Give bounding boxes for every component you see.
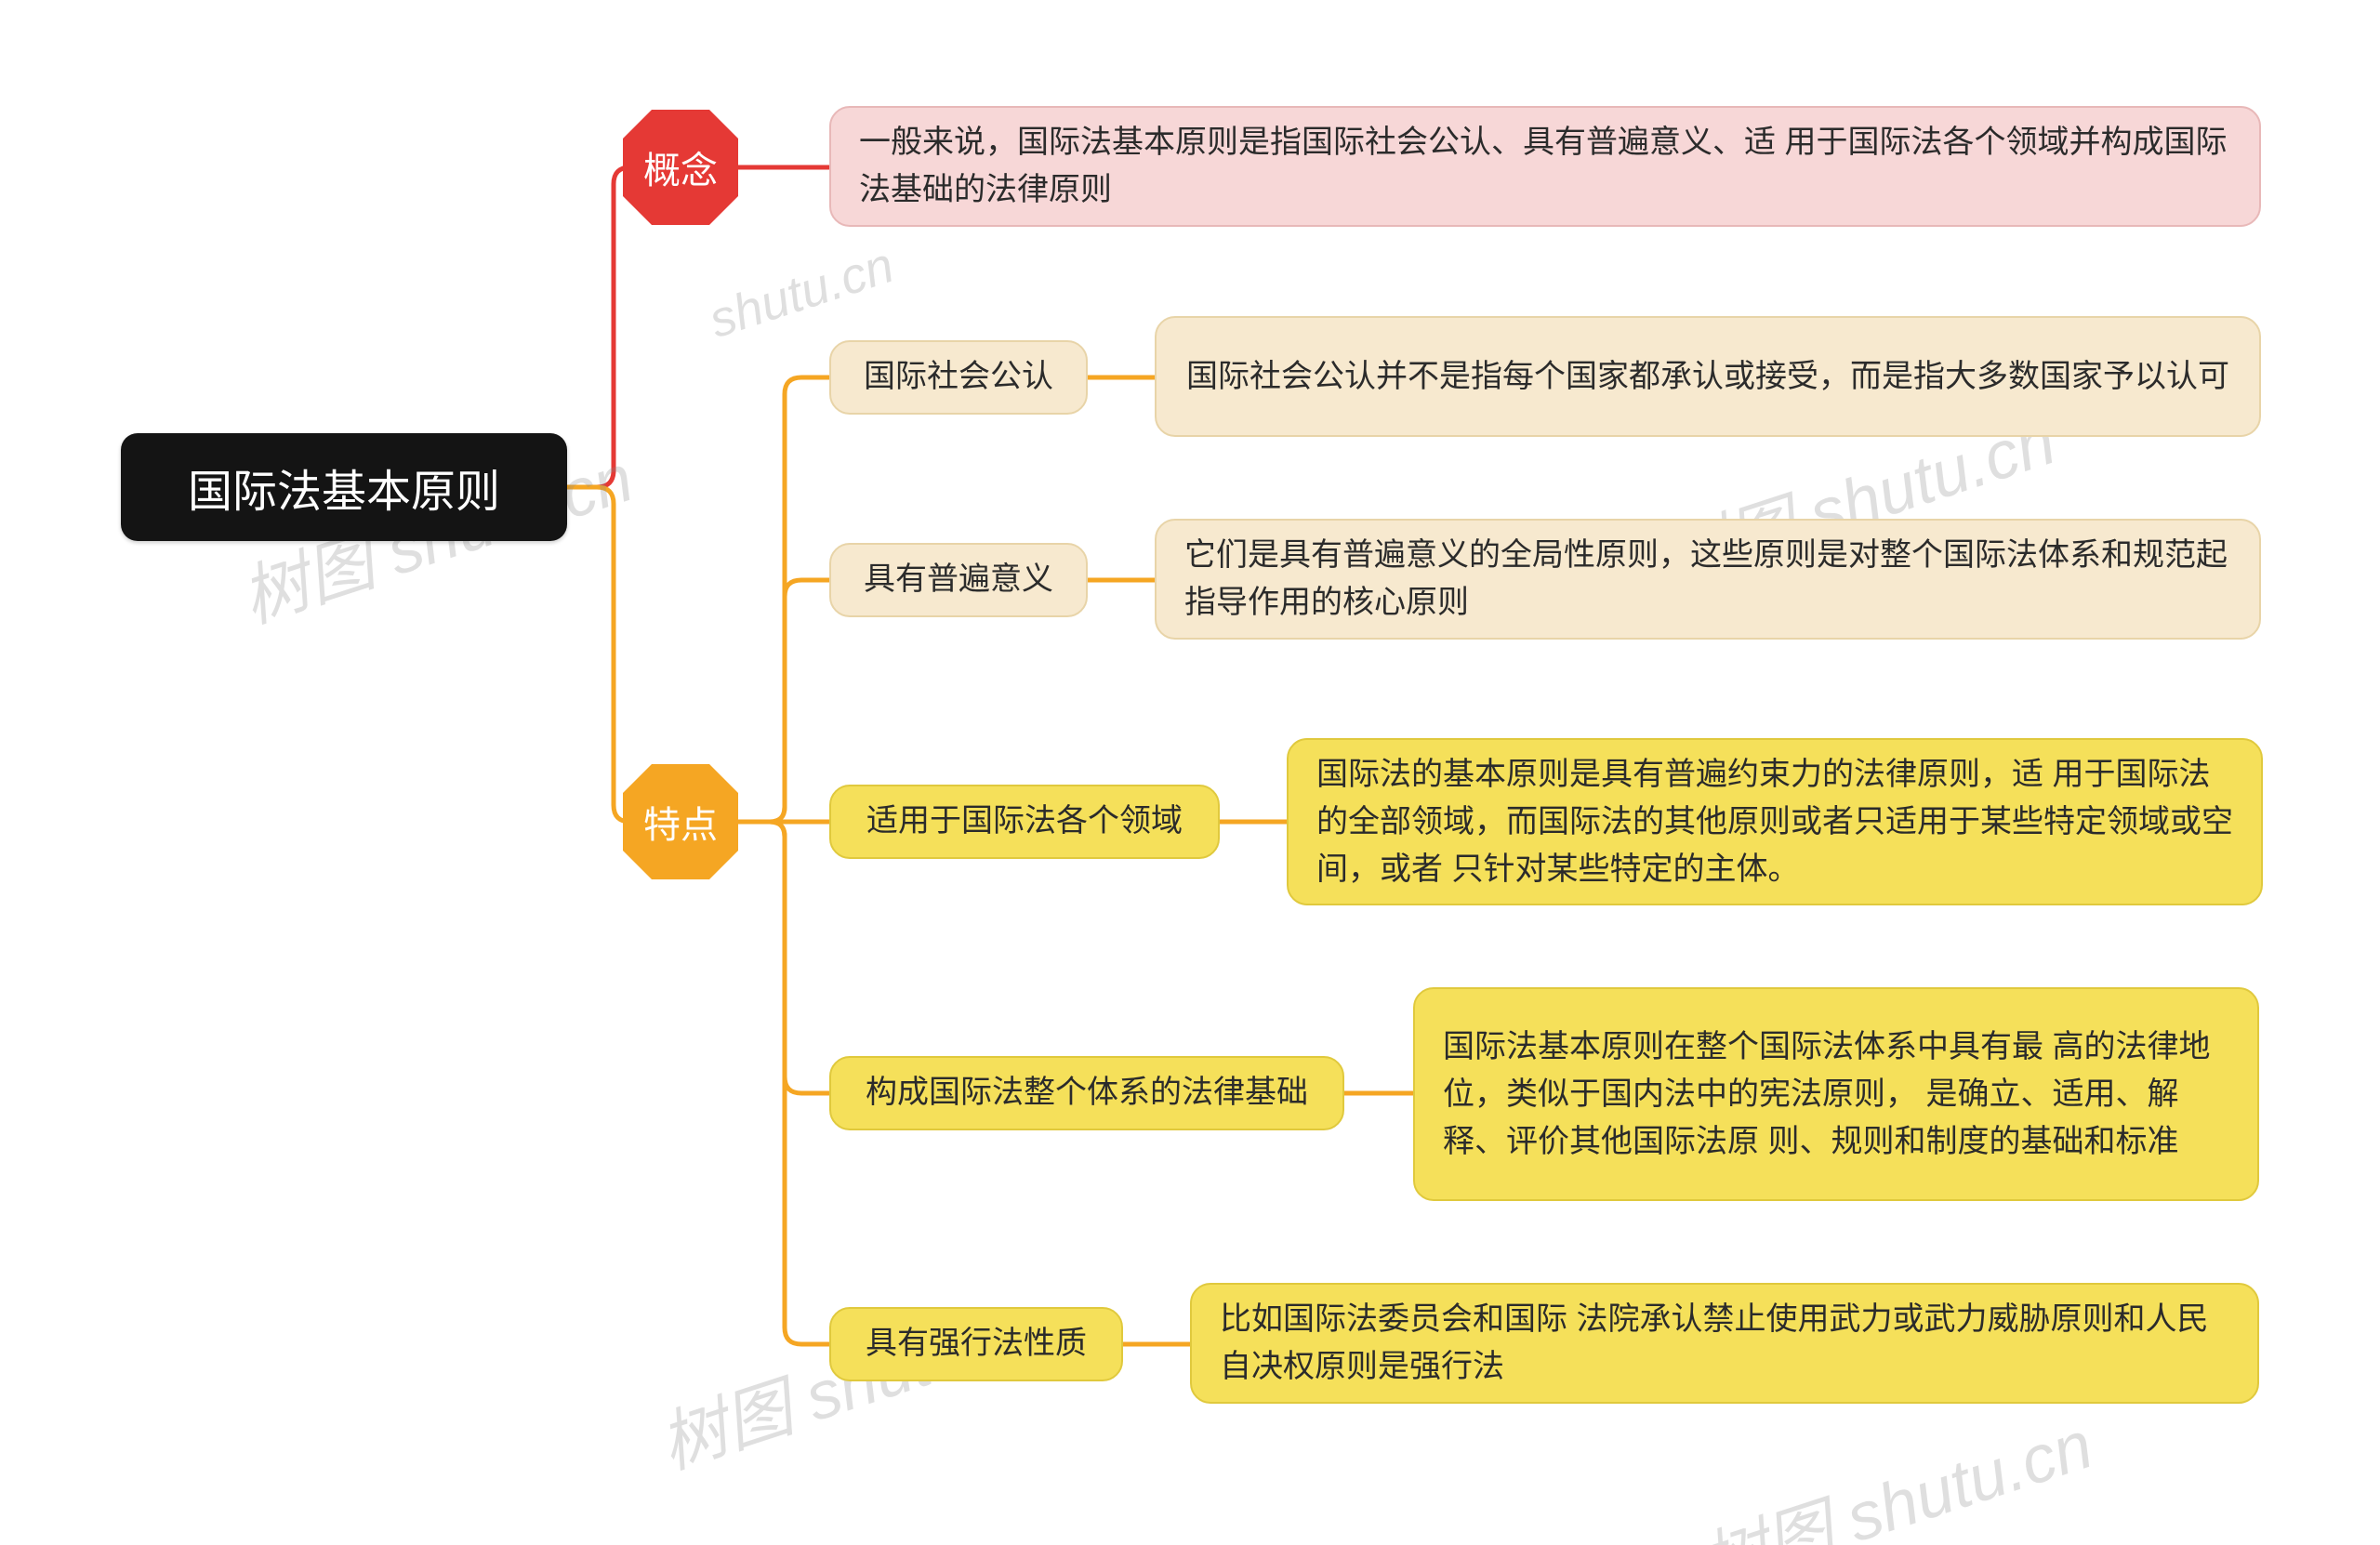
hub-features[interactable]: 特点 — [623, 764, 738, 879]
mid-label: 适用于国际法各个领域 — [866, 799, 1183, 844]
leaf-node-concept[interactable]: 一般来说，国际法基本原则是指国际社会公认、具有普遍意义、适 用于国际法各个领域并… — [829, 106, 2261, 227]
mid-node-4[interactable]: 构成国际法整个体系的法律基础 — [829, 1056, 1344, 1130]
mid-label: 具有强行法性质 — [866, 1322, 1087, 1367]
leaf-label: 它们是具有普遍意义的全局性原则，这些原则是对整个国际法体系和规范起指导作用的核心… — [1184, 532, 2231, 627]
mid-label: 具有普遍意义 — [864, 558, 1053, 602]
hub-concept-label: 概念 — [643, 140, 718, 194]
hub-features-label: 特点 — [643, 795, 718, 849]
edge-features-m4 — [738, 822, 829, 1093]
edge-features-m5 — [738, 822, 829, 1344]
leaf-label: 比如国际法委员会和国际 法院承认禁止使用武力或武力威胁原则和人民自决权原则是强行… — [1220, 1296, 2229, 1391]
root-node[interactable]: 国际法基本原则 — [121, 433, 567, 541]
leaf-label: 国际社会公认并不是指每个国家都承认或接受，而是指大多数国家予以认可 — [1186, 353, 2229, 401]
leaf-node-2[interactable]: 它们是具有普遍意义的全局性原则，这些原则是对整个国际法体系和规范起指导作用的核心… — [1155, 519, 2261, 640]
hub-concept[interactable]: 概念 — [623, 110, 738, 225]
edge-features-m1 — [738, 377, 829, 822]
edge-root-features — [567, 487, 651, 822]
root-label: 国际法基本原则 — [188, 455, 500, 520]
mid-node-1[interactable]: 国际社会公认 — [829, 340, 1088, 415]
leaf-label: 一般来说，国际法基本原则是指国际社会公认、具有普遍意义、适 用于国际法各个领域并… — [859, 119, 2231, 214]
leaf-label: 国际法基本原则在整个国际法体系中具有最 高的法律地位，类似于国内法中的宪法原则，… — [1443, 1023, 2229, 1166]
mid-label: 构成国际法整个体系的法律基础 — [866, 1071, 1308, 1116]
edge-root-concept — [567, 167, 651, 487]
watermark: 树图 shutu.cn — [1686, 1390, 2102, 1545]
leaf-label: 国际法的基本原则是具有普遍约束力的法律原则，适 用于国际法的全部领域，而国际法的… — [1316, 751, 2233, 893]
leaf-node-3[interactable]: 国际法的基本原则是具有普遍约束力的法律原则，适 用于国际法的全部领域，而国际法的… — [1287, 738, 2263, 905]
mid-label: 国际社会公认 — [864, 355, 1053, 400]
mid-node-2[interactable]: 具有普遍意义 — [829, 543, 1088, 617]
mid-node-5[interactable]: 具有强行法性质 — [829, 1307, 1123, 1381]
mid-node-3[interactable]: 适用于国际法各个领域 — [829, 785, 1220, 859]
leaf-node-5[interactable]: 比如国际法委员会和国际 法院承认禁止使用武力或武力威胁原则和人民自决权原则是强行… — [1190, 1283, 2259, 1404]
edge-features-m2 — [738, 580, 829, 822]
watermark: shutu.cn — [702, 236, 900, 350]
leaf-node-4[interactable]: 国际法基本原则在整个国际法体系中具有最 高的法律地位，类似于国内法中的宪法原则，… — [1413, 987, 2259, 1201]
leaf-node-1[interactable]: 国际社会公认并不是指每个国家都承认或接受，而是指大多数国家予以认可 — [1155, 316, 2261, 437]
